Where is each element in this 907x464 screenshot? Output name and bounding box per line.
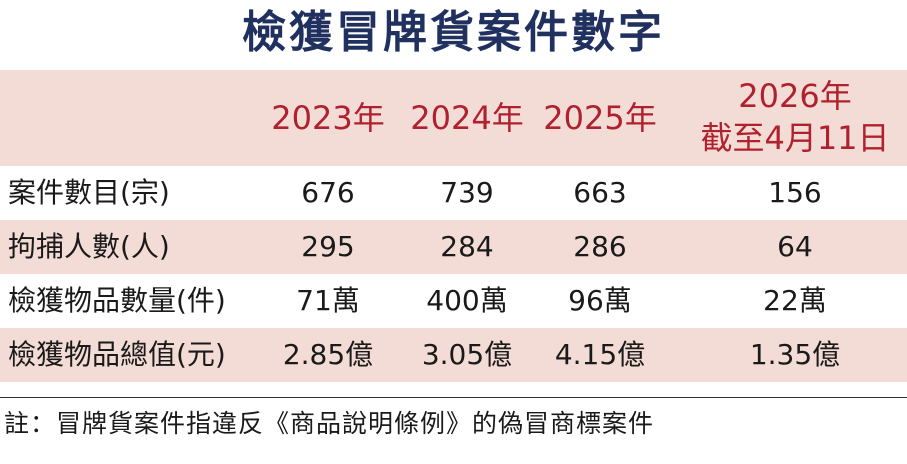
header-2023: 2023年 — [271, 99, 385, 137]
cell-2023: 295 — [301, 230, 355, 263]
header-2025: 2025年 — [543, 99, 657, 137]
footnote-divider — [0, 397, 907, 398]
cell-2023: 2.85億 — [282, 338, 374, 371]
cell-2023: 676 — [301, 176, 355, 209]
row-label: 拘捕人數(人) — [8, 230, 170, 263]
cell-2025: 96萬 — [568, 284, 632, 317]
cell-2026: 156 — [768, 176, 822, 209]
cell-2026: 1.35億 — [749, 338, 841, 371]
table-row: 拘捕人數(人) 295 284 286 64 — [0, 220, 907, 274]
table-row: 檢獲物品數量(件) 71萬 400萬 96萬 22萬 — [0, 274, 907, 328]
page-title: 檢獲冒牌貨案件數字 — [242, 7, 665, 58]
table-row: 案件數目(宗) 676 739 663 156 — [0, 166, 907, 220]
header-2024: 2024年 — [410, 99, 524, 137]
stats-table: 2023年 2024年 2025年 2026年 截至4月11日 案件數目(宗) … — [0, 70, 907, 382]
cell-2024: 400萬 — [426, 284, 508, 317]
cell-2023: 71萬 — [296, 284, 360, 317]
header-2026-note: 截至4月11日 — [700, 119, 890, 157]
cell-2026: 22萬 — [763, 284, 827, 317]
row-label: 檢獲物品總值(元) — [8, 338, 226, 371]
cell-2025: 286 — [573, 230, 627, 263]
table-row: 檢獲物品總值(元) 2.85億 3.05億 4.15億 1.35億 — [0, 328, 907, 382]
footnote: 註：冒牌貨案件指違反《商品說明條例》的偽冒商標案件 — [4, 409, 655, 438]
cell-2025: 4.15億 — [554, 338, 646, 371]
cell-2024: 284 — [440, 230, 494, 263]
table-header-row: 2023年 2024年 2025年 2026年 截至4月11日 — [0, 70, 907, 166]
row-label: 案件數目(宗) — [8, 176, 170, 209]
cell-2026: 64 — [777, 230, 813, 263]
cell-2024: 3.05億 — [421, 338, 513, 371]
header-2026: 2026年 — [738, 77, 852, 115]
cell-2025: 663 — [573, 176, 627, 209]
row-label: 檢獲物品數量(件) — [8, 284, 226, 317]
cell-2024: 739 — [440, 176, 494, 209]
